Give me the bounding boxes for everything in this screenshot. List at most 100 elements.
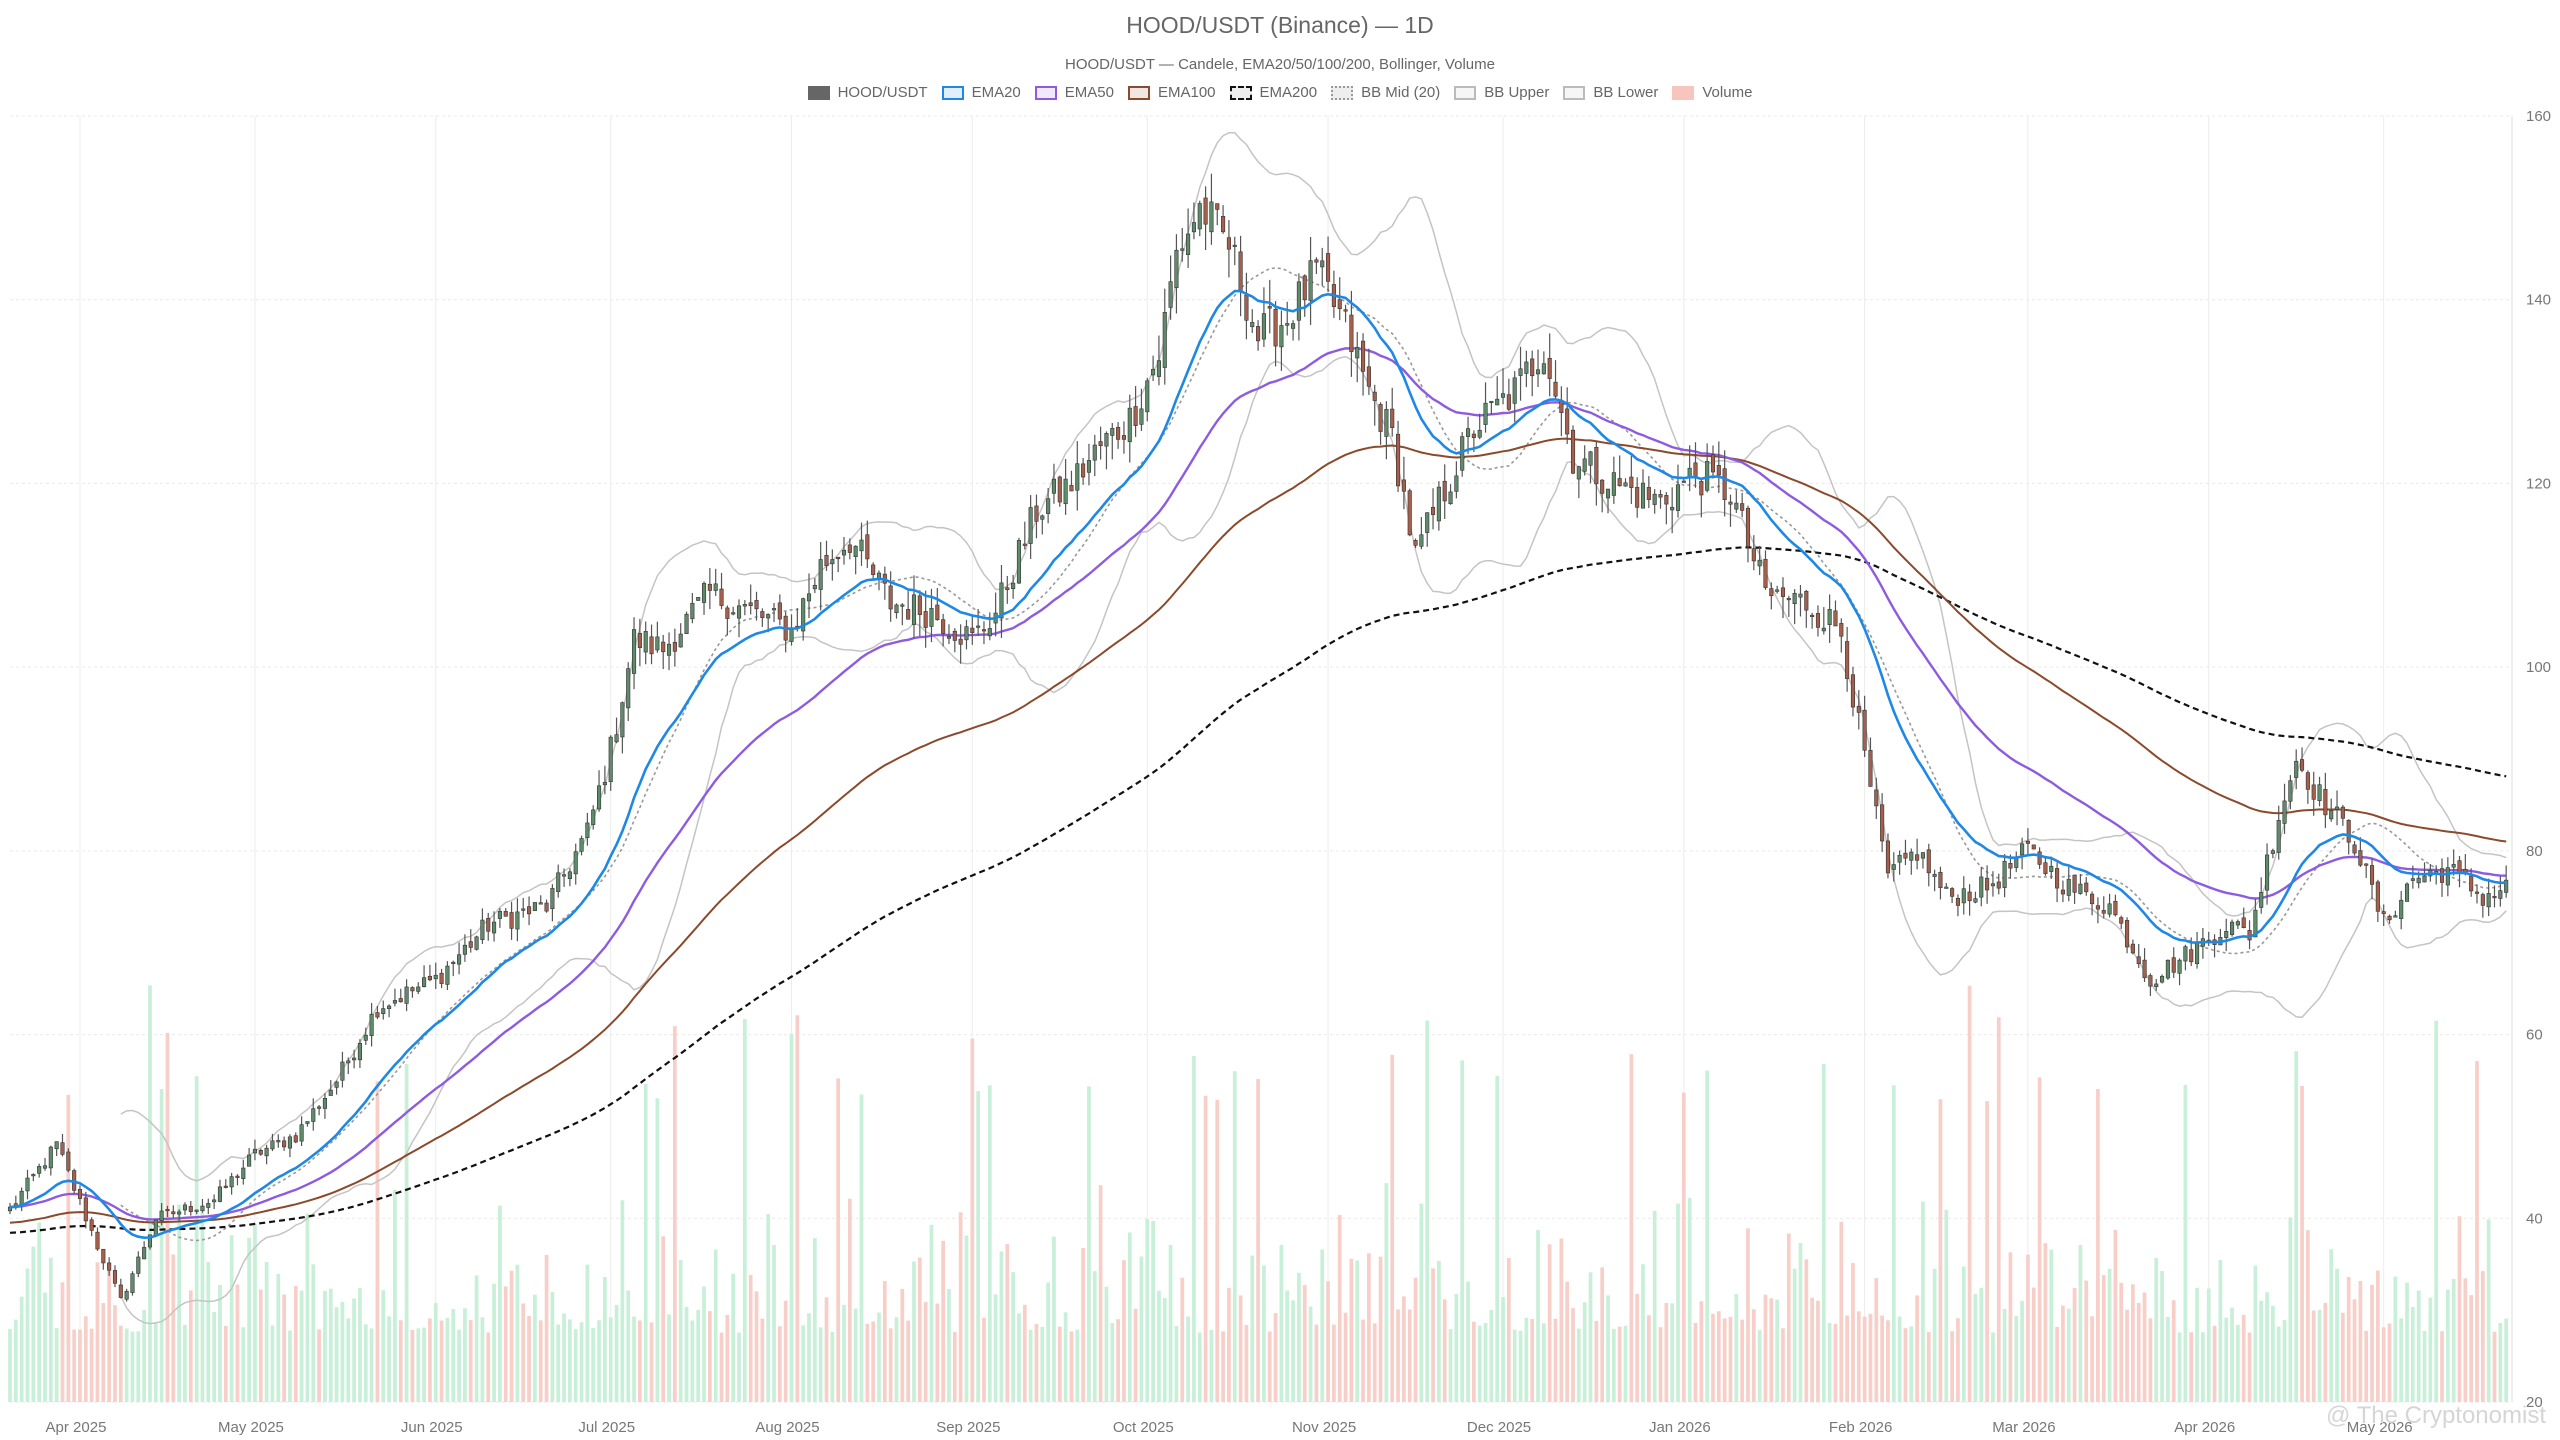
candle-body <box>1046 498 1051 514</box>
candle-body <box>1244 294 1249 321</box>
candle-body <box>631 629 637 674</box>
candle-body <box>2282 800 2287 824</box>
volume-bar <box>620 1200 625 1402</box>
candle-body <box>2387 915 2392 921</box>
legend-item[interactable]: EMA200 <box>1229 84 1317 101</box>
candle-body <box>468 941 473 948</box>
candle-body <box>2235 921 2240 926</box>
candle-body <box>375 1012 380 1018</box>
candle-body <box>1075 463 1080 491</box>
volume-bar <box>2271 1305 2275 1402</box>
volume-bar <box>2393 1276 2398 1402</box>
candle-body <box>900 604 905 607</box>
volume-bar <box>1512 1329 1517 1402</box>
volume-bar <box>1746 1228 1750 1402</box>
candle-body <box>1256 326 1261 342</box>
candle-body <box>2445 867 2450 886</box>
candle-body <box>328 1089 333 1096</box>
legend-label: HOOD/USDT <box>837 84 928 101</box>
volume-bar <box>1454 1293 1459 1402</box>
candle-body <box>1343 309 1348 312</box>
volume-bar <box>2306 1230 2310 1402</box>
candle-body <box>1909 851 1914 861</box>
candle-body <box>1675 484 1681 511</box>
volume-bar <box>1337 1214 1342 1402</box>
volume-bar <box>1431 1268 1435 1402</box>
legend-item[interactable]: HOOD/USDT <box>807 84 928 101</box>
volume-bar <box>2364 1330 2369 1402</box>
legend-item[interactable]: Volume <box>1672 84 1752 101</box>
candle-body <box>1897 854 1902 863</box>
candle-body <box>754 600 759 610</box>
candle-body <box>2352 844 2357 854</box>
volume-bar <box>451 1309 456 1402</box>
volume-bar <box>428 1318 432 1402</box>
legend-item[interactable]: BB Upper <box>1454 84 1549 101</box>
candle-body <box>812 584 817 590</box>
candle-body <box>1751 548 1756 562</box>
volume-bar <box>1127 1232 1132 1402</box>
volume-bar <box>346 1318 351 1402</box>
candle-body <box>1302 275 1307 301</box>
candle-body <box>1442 480 1447 502</box>
volume-bar <box>2212 1325 2217 1402</box>
volume-bar <box>2061 1305 2065 1402</box>
volume-bar <box>2375 1270 2380 1402</box>
candle-body <box>387 1005 392 1009</box>
volume-bar <box>188 1290 193 1402</box>
legend-item[interactable]: EMA20 <box>941 84 1021 101</box>
legend-item[interactable]: BB Lower <box>1563 84 1658 101</box>
candle-body <box>171 1211 176 1215</box>
bb-lower-line <box>120 355 2507 1325</box>
volume-bar <box>2183 1084 2188 1402</box>
volume-bar <box>2125 1309 2129 1402</box>
volume-bar <box>1641 1264 1645 1402</box>
legend-label: BB Upper <box>1484 84 1550 101</box>
volume-bar <box>1652 1210 1657 1402</box>
volume-bar <box>941 1240 946 1402</box>
volume-bar <box>667 1314 671 1402</box>
x-tick-label: Apr 2025 <box>46 1419 107 1436</box>
volume-bar <box>1483 1323 1488 1402</box>
candle-body <box>439 972 444 984</box>
candle-body <box>1454 475 1459 492</box>
legend-item[interactable]: BB Mid (20) <box>1331 84 1440 101</box>
candle-body <box>118 1284 123 1298</box>
legend-item[interactable]: EMA50 <box>1034 84 1114 101</box>
volume-bar <box>1203 1095 1208 1402</box>
volume-bar <box>1355 1260 1360 1402</box>
candle-body <box>1640 482 1646 509</box>
candle-body <box>2060 889 2065 895</box>
candle-body <box>352 1057 357 1061</box>
candle-body <box>1285 323 1290 326</box>
volume-bar <box>964 1235 969 1402</box>
volume-bar <box>509 1270 514 1402</box>
chart-legend: HOOD/USDT EMA20 EMA50 EMA100 EMA200 BB Mid (2… <box>0 84 2560 101</box>
candle-body <box>1594 447 1599 485</box>
candle-body <box>165 1209 170 1212</box>
candle-body <box>1366 366 1371 387</box>
volume-bar <box>1950 1331 1954 1402</box>
candle-body <box>322 1097 327 1109</box>
volume-bar <box>1139 1256 1144 1402</box>
volume-bar <box>1751 1309 1756 1402</box>
legend-item[interactable]: EMA100 <box>1127 84 1216 101</box>
volume-bar <box>2469 1295 2474 1402</box>
candle-body <box>1734 502 1739 510</box>
candle-body <box>1570 429 1576 474</box>
candle-body <box>836 556 841 560</box>
volume-bar <box>223 1325 228 1402</box>
candle-body <box>66 1151 71 1171</box>
candle-body <box>1973 898 1978 903</box>
volume-bar <box>585 1264 590 1402</box>
volume-bar <box>1063 1312 1068 1402</box>
candle-body <box>935 604 940 620</box>
volume-bar <box>1851 1263 1855 1402</box>
candle-body <box>480 919 485 941</box>
candle-body <box>1553 381 1558 397</box>
volume-bar <box>2276 1326 2281 1402</box>
candle-body <box>2375 881 2380 912</box>
volume-bar <box>1390 1054 1395 1402</box>
candle-body <box>264 1147 269 1157</box>
volume-bar <box>416 1328 421 1402</box>
